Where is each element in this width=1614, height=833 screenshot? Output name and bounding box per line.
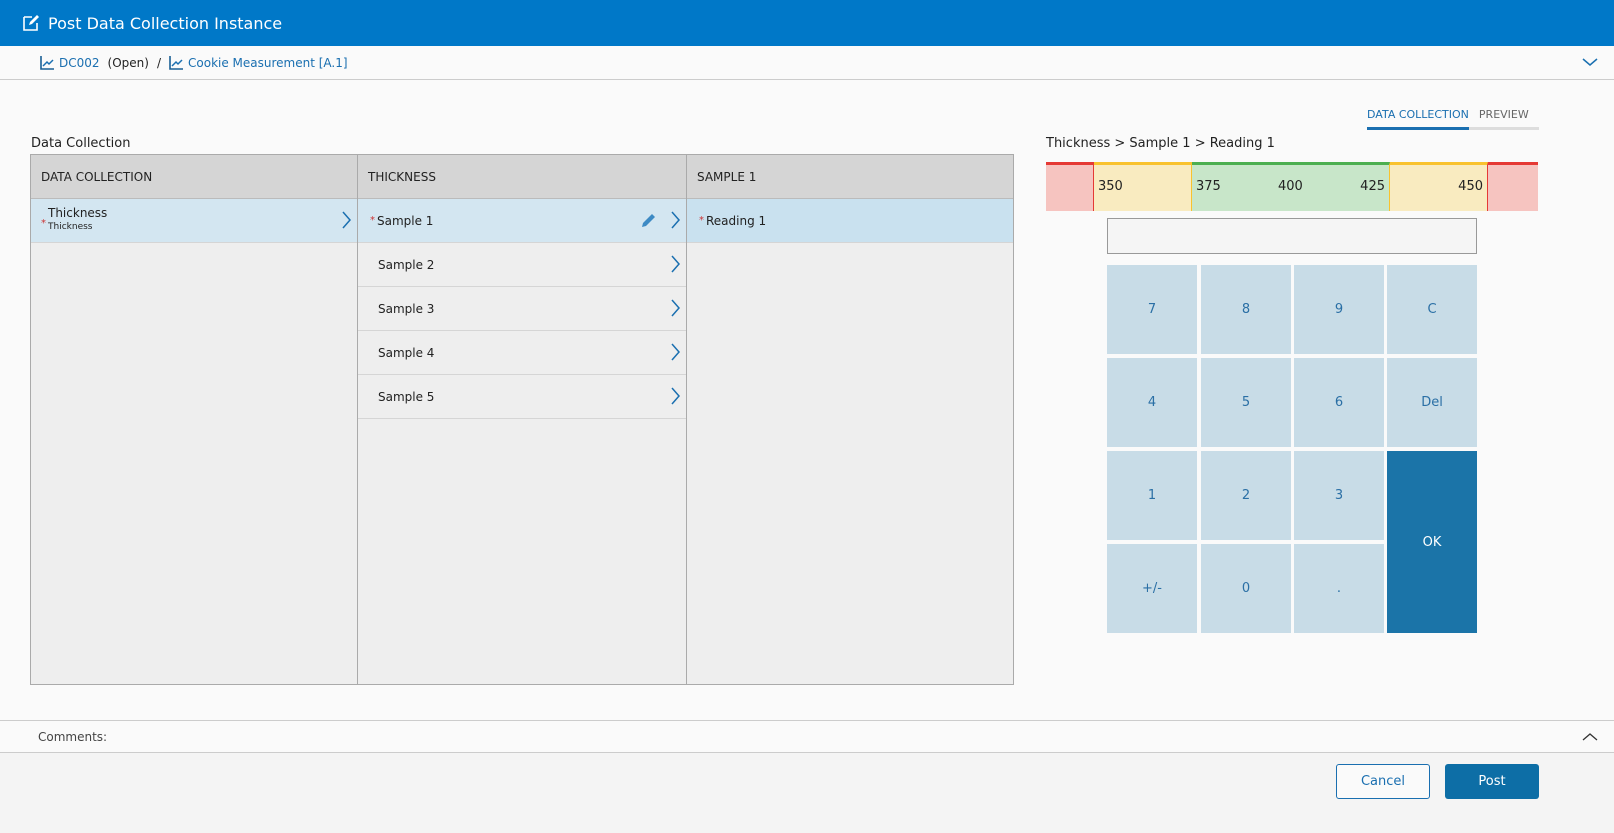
- key-decimal[interactable]: .: [1294, 544, 1384, 633]
- key-Del[interactable]: Del: [1387, 358, 1477, 447]
- required-marker: *: [41, 218, 46, 229]
- chevron-down-icon[interactable]: [1582, 56, 1598, 68]
- key-7[interactable]: 7: [1107, 265, 1197, 354]
- gauge-yellow-low: 350: [1094, 162, 1192, 211]
- key-plus-minus[interactable]: +/-: [1107, 544, 1197, 633]
- list-item-sample-4[interactable]: Sample 4: [358, 331, 686, 375]
- list-item-sample-5[interactable]: Sample 5: [358, 375, 686, 419]
- tab-preview[interactable]: PREVIEW: [1478, 108, 1529, 121]
- breadcrumb-dc002[interactable]: DC002: [40, 55, 100, 70]
- key-9[interactable]: 9: [1294, 265, 1384, 354]
- chevron-right-icon: [671, 211, 680, 229]
- chevron-right-icon: [342, 211, 351, 229]
- chevron-right-icon: [671, 255, 680, 273]
- column-header: DATA COLLECTION: [31, 155, 357, 199]
- chevron-right-icon: [671, 387, 680, 405]
- gauge-red-low: [1046, 162, 1094, 211]
- chart-line-icon: [169, 56, 183, 70]
- required-marker: *: [370, 215, 375, 226]
- key-C[interactable]: C: [1387, 265, 1477, 354]
- list-item-sample-1[interactable]: * Sample 1: [358, 199, 686, 243]
- window-title: Post Data Collection Instance: [48, 13, 283, 33]
- list-item-thickness[interactable]: * Thickness Thickness: [31, 199, 357, 243]
- column-header: SAMPLE 1: [687, 155, 1013, 199]
- pencil-icon[interactable]: [640, 211, 658, 229]
- status-text: (Open): [107, 55, 149, 70]
- chevron-right-icon: [671, 343, 680, 361]
- list-item-sample-2[interactable]: Sample 2: [358, 243, 686, 287]
- tab-data-collection[interactable]: DATA COLLECTION: [1367, 104, 1469, 130]
- key-0[interactable]: 0: [1201, 544, 1291, 633]
- view-tabs: DATA COLLECTION PREVIEW: [1367, 104, 1539, 130]
- column-thickness: THICKNESS * Sample 1 Sample 2 Sample 3 S…: [358, 155, 687, 684]
- title-bar: Post Data Collection Instance: [0, 0, 1614, 46]
- comments-label: Comments:: [38, 729, 108, 744]
- column-sample-1: SAMPLE 1 * Reading 1: [687, 155, 1013, 684]
- required-marker: *: [699, 215, 704, 226]
- chevron-right-icon: [671, 299, 680, 317]
- key-2[interactable]: 2: [1201, 451, 1291, 540]
- reading-value-input[interactable]: [1107, 218, 1477, 254]
- data-collection-grid: DATA COLLECTION * Thickness Thickness THI…: [30, 154, 1014, 685]
- gauge-green: 375 400 425: [1192, 162, 1390, 211]
- chart-line-icon: [40, 56, 54, 70]
- selection-path: Thickness > Sample 1 > Reading 1: [1046, 136, 1275, 151]
- spec-limit-gauge: 350 375 400 425 450: [1046, 162, 1538, 211]
- cancel-button[interactable]: Cancel: [1336, 764, 1430, 799]
- breadcrumb-separator: /: [156, 55, 161, 70]
- edit-icon: [23, 15, 39, 31]
- key-3[interactable]: 3: [1294, 451, 1384, 540]
- key-ok[interactable]: OK: [1387, 451, 1477, 633]
- section-title: Data Collection: [31, 136, 131, 151]
- gauge-yellow-high: 450: [1390, 162, 1488, 211]
- key-1[interactable]: 1: [1107, 451, 1197, 540]
- list-item-sample-3[interactable]: Sample 3: [358, 287, 686, 331]
- list-item-reading-1[interactable]: * Reading 1: [687, 199, 1013, 243]
- key-4[interactable]: 4: [1107, 358, 1197, 447]
- post-button[interactable]: Post: [1445, 764, 1539, 799]
- breadcrumb: DC002 (Open) / Cookie Measurement [A.1]: [0, 46, 1614, 80]
- comments-bar[interactable]: Comments:: [0, 720, 1614, 753]
- chevron-up-icon[interactable]: [1582, 731, 1598, 743]
- breadcrumb-cookie-measurement[interactable]: Cookie Measurement [A.1]: [169, 55, 348, 70]
- gauge-red-high: [1488, 162, 1538, 211]
- key-8[interactable]: 8: [1201, 265, 1291, 354]
- column-data-collection: DATA COLLECTION * Thickness Thickness: [31, 155, 358, 684]
- key-6[interactable]: 6: [1294, 358, 1384, 447]
- key-5[interactable]: 5: [1201, 358, 1291, 447]
- column-header: THICKNESS: [358, 155, 686, 199]
